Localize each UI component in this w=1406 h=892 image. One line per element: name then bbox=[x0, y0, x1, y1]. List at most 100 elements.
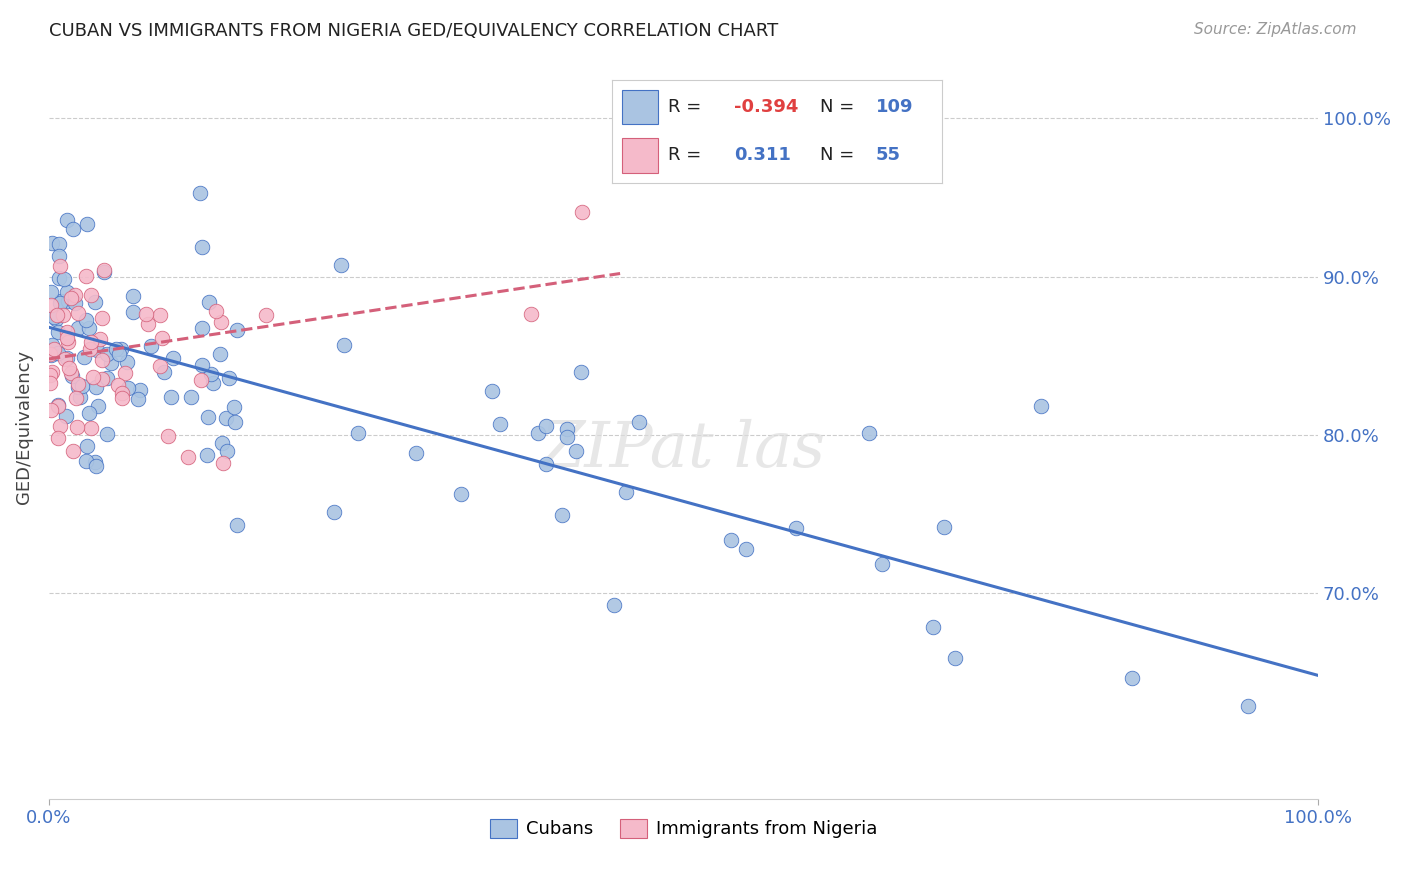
Point bbox=[921, 620, 943, 634]
Point bbox=[191, 240, 214, 254]
Point bbox=[565, 443, 588, 458]
Text: 0.311: 0.311 bbox=[734, 146, 790, 164]
Point bbox=[197, 410, 219, 425]
Point bbox=[66, 379, 89, 393]
Point bbox=[62, 221, 84, 235]
Point bbox=[49, 293, 72, 308]
Point bbox=[69, 390, 91, 404]
Point bbox=[66, 306, 89, 320]
Point bbox=[84, 459, 107, 474]
Point bbox=[160, 390, 183, 404]
Point bbox=[551, 508, 574, 522]
Point bbox=[571, 205, 593, 219]
Point bbox=[49, 419, 72, 434]
Point bbox=[53, 272, 76, 286]
Point bbox=[211, 436, 233, 450]
Point bbox=[46, 346, 69, 360]
Point bbox=[205, 303, 228, 318]
Point bbox=[557, 430, 579, 444]
Point bbox=[83, 455, 105, 469]
Point bbox=[218, 371, 240, 385]
Point bbox=[41, 403, 63, 417]
Point bbox=[67, 321, 90, 335]
Point bbox=[162, 351, 184, 365]
Point bbox=[1236, 699, 1258, 714]
Text: R =: R = bbox=[668, 146, 707, 164]
Point bbox=[48, 249, 70, 263]
Point bbox=[157, 429, 180, 443]
Point bbox=[96, 346, 118, 360]
Text: 55: 55 bbox=[876, 146, 901, 164]
Point bbox=[215, 444, 238, 458]
Point bbox=[39, 347, 62, 361]
Point bbox=[75, 313, 97, 327]
Point bbox=[53, 351, 76, 366]
Point bbox=[45, 308, 67, 322]
Point bbox=[225, 518, 247, 533]
Point bbox=[614, 485, 637, 500]
Point bbox=[63, 288, 86, 302]
Point bbox=[188, 186, 211, 200]
Point bbox=[56, 334, 79, 349]
Point bbox=[136, 317, 159, 331]
Point bbox=[44, 310, 66, 324]
Point bbox=[82, 370, 104, 384]
Point bbox=[46, 399, 69, 413]
Point bbox=[215, 411, 238, 425]
Point bbox=[90, 352, 112, 367]
Point bbox=[224, 400, 246, 414]
Point bbox=[527, 425, 550, 440]
Point bbox=[111, 386, 134, 401]
Point bbox=[56, 212, 79, 227]
Point bbox=[932, 520, 955, 534]
Point bbox=[209, 347, 232, 361]
Point bbox=[60, 369, 83, 384]
Point bbox=[212, 456, 235, 470]
Point bbox=[41, 338, 63, 352]
Point bbox=[226, 323, 249, 337]
Point bbox=[39, 285, 62, 299]
Point bbox=[86, 343, 108, 357]
Point bbox=[58, 360, 80, 375]
Point bbox=[45, 312, 67, 326]
Point bbox=[191, 358, 214, 372]
Text: N =: N = bbox=[820, 98, 859, 116]
Point bbox=[62, 444, 84, 458]
Point bbox=[77, 406, 100, 420]
Point bbox=[322, 506, 344, 520]
Point bbox=[534, 458, 557, 472]
Point bbox=[720, 533, 742, 548]
Point bbox=[148, 308, 170, 322]
Point bbox=[46, 325, 69, 339]
Point bbox=[48, 398, 70, 412]
Point bbox=[555, 422, 578, 436]
Point bbox=[177, 450, 200, 464]
Point bbox=[84, 294, 107, 309]
Point bbox=[96, 427, 118, 442]
Point bbox=[49, 295, 72, 310]
Point bbox=[1121, 671, 1143, 685]
Point bbox=[128, 383, 150, 397]
Point bbox=[488, 417, 510, 431]
Point bbox=[481, 384, 503, 399]
Point bbox=[627, 415, 650, 429]
Point bbox=[536, 419, 558, 434]
Point bbox=[48, 259, 70, 273]
Point bbox=[149, 359, 172, 374]
Point bbox=[150, 331, 173, 345]
Point bbox=[56, 351, 79, 366]
Point bbox=[45, 346, 67, 360]
Point bbox=[55, 409, 77, 423]
Point bbox=[735, 541, 758, 556]
Text: R =: R = bbox=[668, 98, 707, 116]
Point bbox=[330, 258, 353, 272]
Point bbox=[66, 419, 89, 434]
Text: CUBAN VS IMMIGRANTS FROM NIGERIA GED/EQUIVALENCY CORRELATION CHART: CUBAN VS IMMIGRANTS FROM NIGERIA GED/EQU… bbox=[49, 22, 779, 40]
Text: N =: N = bbox=[820, 146, 859, 164]
Point bbox=[785, 521, 807, 535]
Point bbox=[195, 448, 218, 462]
Point bbox=[202, 376, 225, 390]
Point bbox=[100, 355, 122, 369]
Legend: Cubans, Immigrants from Nigeria: Cubans, Immigrants from Nigeria bbox=[482, 812, 884, 846]
Point bbox=[41, 365, 63, 379]
